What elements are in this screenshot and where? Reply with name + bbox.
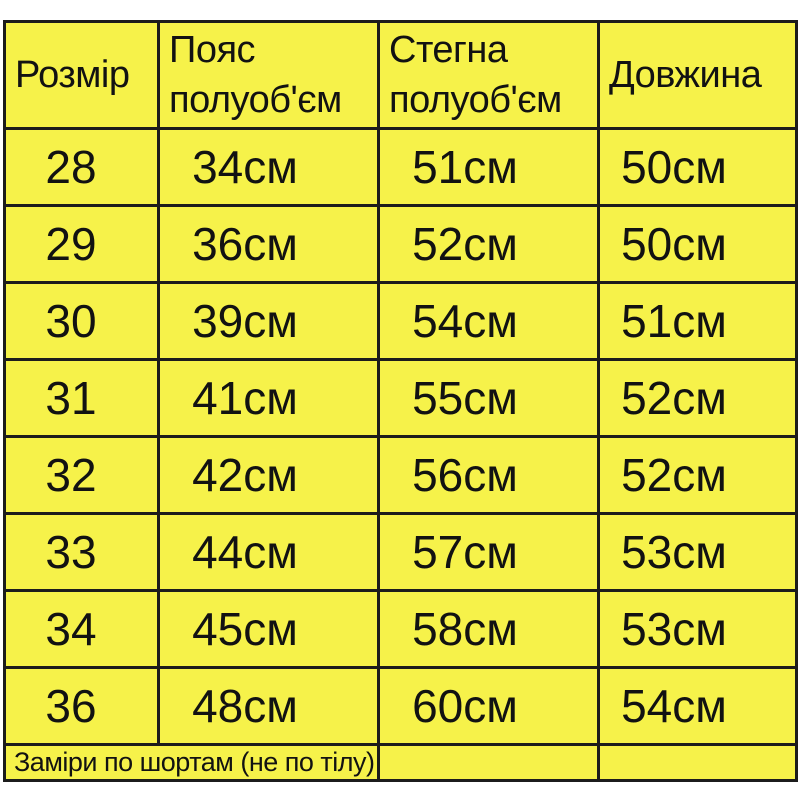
- measurement-value-hips-half-girth: 57см: [377, 512, 600, 592]
- measurement-value-waist-half-girth: 39см: [157, 281, 380, 361]
- size-value: 36: [3, 666, 160, 746]
- measurement-value-length: 50см: [597, 127, 798, 207]
- measurement-value-hips-half-girth: 55см: [377, 358, 600, 438]
- column-header-length: Довжина: [597, 20, 798, 130]
- size-value: 31: [3, 358, 160, 438]
- measurement-value-waist-half-girth: 45см: [157, 589, 380, 669]
- measurement-value-hips-half-girth: 56см: [377, 435, 600, 515]
- table-row: 34 45см 58см 53см: [3, 589, 798, 669]
- measurement-value-hips-half-girth: 51см: [377, 127, 600, 207]
- measurement-value-hips-half-girth: 60см: [377, 666, 600, 746]
- empty-cell: [597, 743, 798, 782]
- table-row: 32 42см 56см 52см: [3, 435, 798, 515]
- table-row: 33 44см 57см 53см: [3, 512, 798, 592]
- measurement-value-hips-half-girth: 58см: [377, 589, 600, 669]
- measurement-value-waist-half-girth: 36см: [157, 204, 380, 284]
- measurement-value-length: 53см: [597, 589, 798, 669]
- size-value: 33: [3, 512, 160, 592]
- table-row: 29 36см 52см 50см: [3, 204, 798, 284]
- measurement-value-length: 51см: [597, 281, 798, 361]
- table-row: 31 41см 55см 52см: [3, 358, 798, 438]
- column-header-size: Розмір: [3, 20, 160, 130]
- measurement-value-length: 52см: [597, 358, 798, 438]
- size-value: 29: [3, 204, 160, 284]
- size-value: 30: [3, 281, 160, 361]
- size-value: 32: [3, 435, 160, 515]
- measurement-value-waist-half-girth: 41см: [157, 358, 380, 438]
- size-value: 34: [3, 589, 160, 669]
- empty-cell: [377, 743, 600, 782]
- table-row: 30 39см 54см 51см: [3, 281, 798, 361]
- column-header-waist: Пояс полуоб'єм: [157, 20, 380, 130]
- table-row: 28 34см 51см 50см: [3, 127, 798, 207]
- measurement-note: Заміри по шортам (не по тілу): [3, 743, 380, 782]
- column-header-hips: Стегна полуоб'єм: [377, 20, 600, 130]
- table-row: 36 48см 60см 54см: [3, 666, 798, 746]
- measurement-value-length: 54см: [597, 666, 798, 746]
- measurement-value-waist-half-girth: 34см: [157, 127, 380, 207]
- measurement-value-waist-half-girth: 44см: [157, 512, 380, 592]
- measurement-value-length: 53см: [597, 512, 798, 592]
- footer-row: Заміри по шортам (не по тілу): [3, 743, 798, 782]
- measurement-value-hips-half-girth: 54см: [377, 281, 600, 361]
- header-row: Розмір Пояс полуоб'єм Стегна полуоб'єм Д…: [3, 20, 798, 130]
- size-value: 28: [3, 127, 160, 207]
- measurement-value-length: 52см: [597, 435, 798, 515]
- measurement-value-waist-half-girth: 42см: [157, 435, 380, 515]
- measurement-value-hips-half-girth: 52см: [377, 204, 600, 284]
- size-chart-table: Розмір Пояс полуоб'єм Стегна полуоб'єм Д…: [3, 20, 798, 782]
- measurement-value-waist-half-girth: 48см: [157, 666, 380, 746]
- measurement-value-length: 50см: [597, 204, 798, 284]
